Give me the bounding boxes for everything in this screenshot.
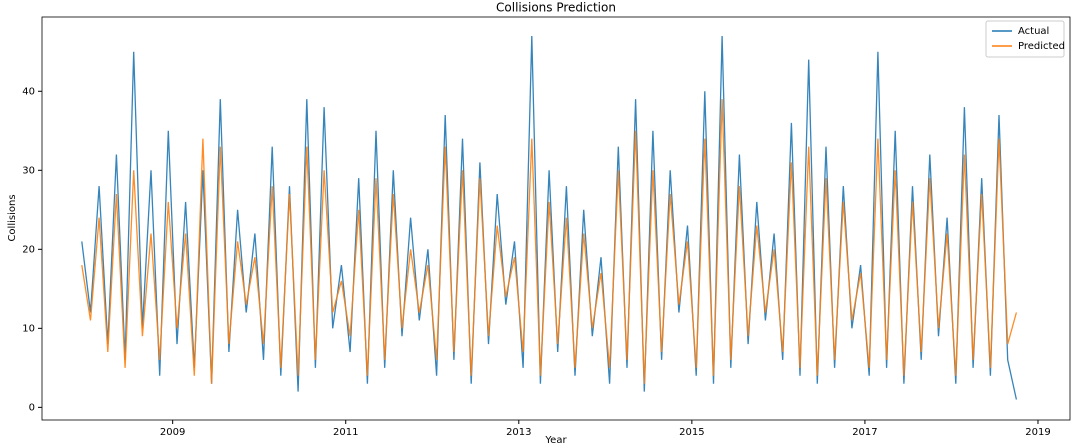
legend-box (985, 20, 1065, 58)
y-tick-label: 10 (22, 323, 35, 334)
y-tick-label: 30 (22, 165, 35, 176)
plot-frame (41, 16, 1071, 421)
x-axis-label: Year (544, 435, 567, 443)
y-axis-label: Collisions (7, 194, 18, 241)
x-tick-label: 2015 (679, 427, 704, 438)
x-tick-label: 2009 (160, 427, 185, 438)
line-series (81, 35, 1018, 400)
x-tick-label: 2017 (852, 427, 877, 438)
line-series (81, 99, 1018, 384)
y-tick-label: 0 (29, 402, 35, 413)
legend-label: Predicted (1018, 41, 1065, 52)
x-tick-label: 2011 (333, 427, 358, 438)
x-tick-label: 2013 (506, 427, 531, 438)
y-tick-label: 40 (22, 86, 35, 97)
legend-label: Actual (1018, 26, 1049, 37)
chart-title: Collisions Prediction (496, 1, 616, 15)
y-tick-label: 20 (22, 244, 35, 255)
x-tick-label: 2019 (1025, 427, 1050, 438)
